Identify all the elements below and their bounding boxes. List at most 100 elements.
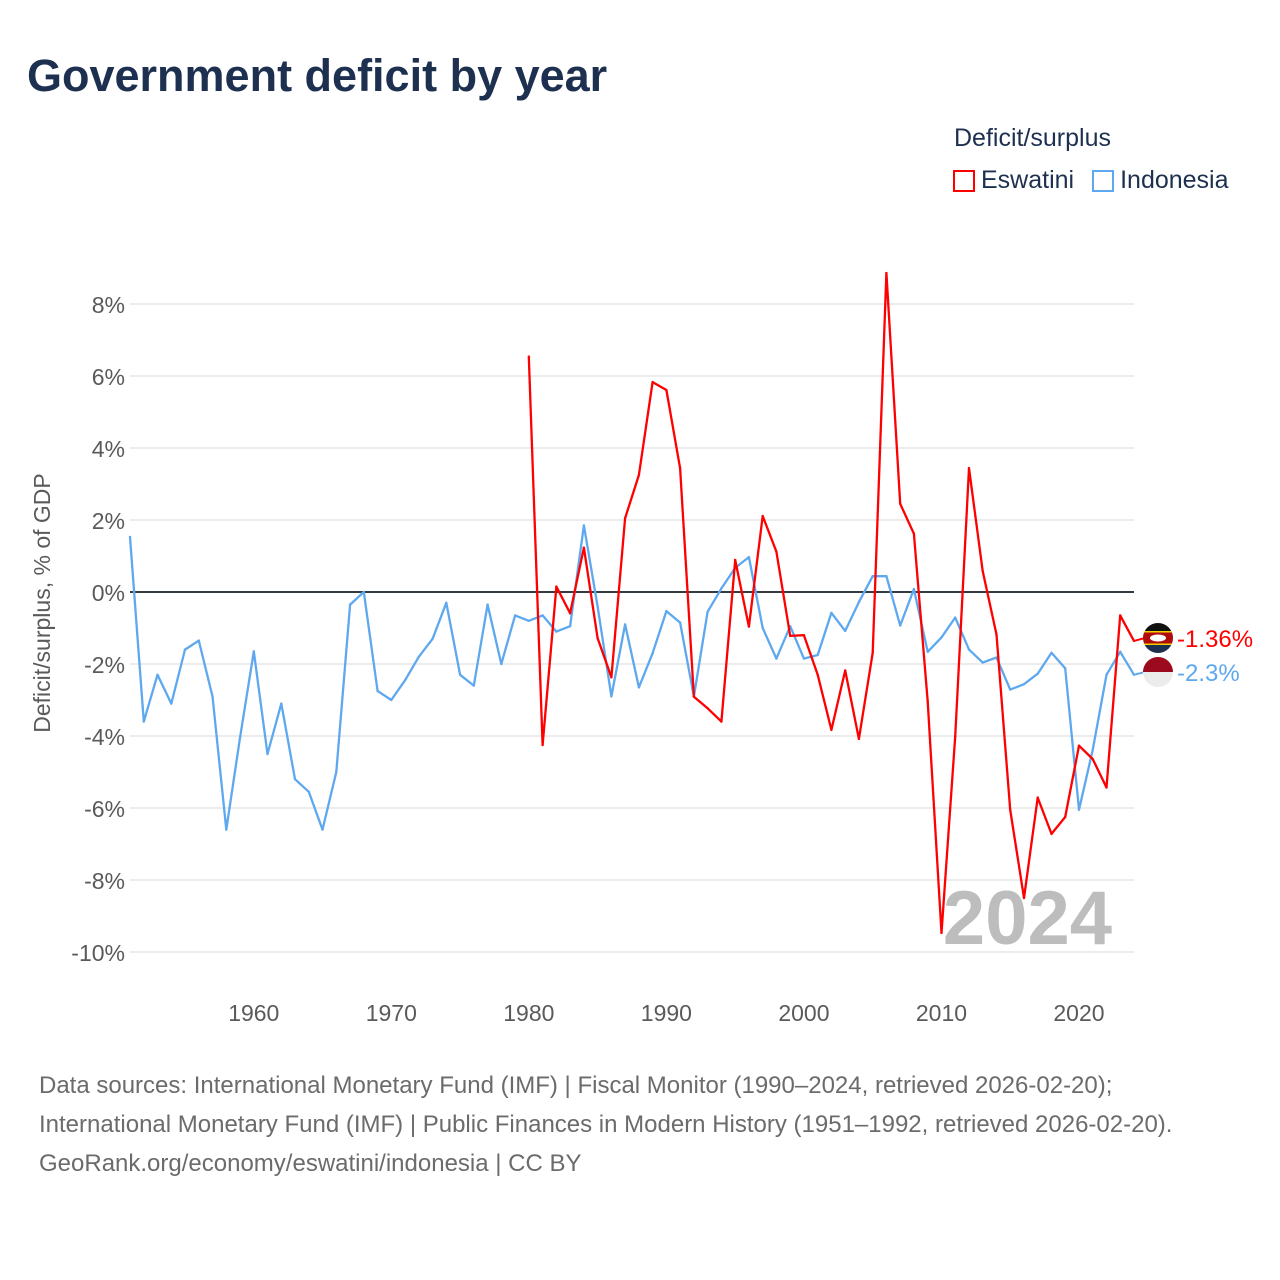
data-point-indonesia xyxy=(830,611,833,615)
data-point-eswatini xyxy=(706,707,709,710)
credit-link[interactable]: GeoRank.org/economy/eswatini/indonesia |… xyxy=(39,1150,582,1177)
x-tick-label: 2000 xyxy=(778,1000,829,1026)
data-sources: Data sources: International Monetary Fun… xyxy=(39,1072,1173,1138)
data-point-indonesia xyxy=(417,655,421,658)
data-point-eswatini xyxy=(898,502,902,505)
data-point-indonesia xyxy=(898,624,902,627)
end-value-label-indonesia: -2.3% xyxy=(1177,660,1240,687)
data-point-eswatini xyxy=(1119,614,1122,617)
indonesia-flag-icon xyxy=(1143,657,1173,687)
data-point-indonesia xyxy=(403,679,407,682)
data-point-indonesia xyxy=(293,778,297,781)
data-point-indonesia xyxy=(843,629,847,633)
data-point-indonesia xyxy=(170,702,173,705)
data-point-eswatini xyxy=(788,634,792,638)
data-point-eswatini xyxy=(775,550,778,553)
year-watermark: 2024 xyxy=(943,876,1112,961)
data-point-indonesia xyxy=(541,614,544,617)
y-tick-label: 6% xyxy=(92,364,125,390)
data-point-eswatini xyxy=(885,271,888,275)
y-tick-label: -2% xyxy=(84,652,125,678)
legend-title: Deficit/surplus xyxy=(954,124,1111,152)
data-point-eswatini xyxy=(665,388,668,392)
data-point-eswatini xyxy=(995,633,998,636)
eswatini-flag-icon xyxy=(1143,623,1173,653)
data-point-indonesia xyxy=(981,661,984,664)
data-point-indonesia xyxy=(266,752,269,756)
data-point-indonesia xyxy=(348,603,352,606)
footer: Data sources: International Monetary Fun… xyxy=(39,1066,1239,1183)
data-point-indonesia xyxy=(623,623,627,626)
data-point-indonesia xyxy=(156,673,159,676)
data-point-indonesia xyxy=(1064,667,1067,670)
data-point-eswatini xyxy=(926,700,929,703)
data-point-eswatini xyxy=(555,585,558,588)
data-point-eswatini xyxy=(720,720,723,723)
data-point-indonesia xyxy=(1050,651,1053,655)
data-point-indonesia xyxy=(1077,808,1081,811)
data-point-eswatini xyxy=(830,728,833,732)
data-point-eswatini xyxy=(678,466,682,470)
series-line-indonesia xyxy=(128,524,1135,831)
data-point-indonesia xyxy=(238,736,242,739)
data-point-indonesia xyxy=(252,650,255,653)
y-tick-label: -4% xyxy=(84,724,125,750)
data-point-eswatini xyxy=(940,931,943,935)
series-line-eswatini xyxy=(527,271,1136,935)
data-point-indonesia xyxy=(225,828,228,831)
data-point-eswatini xyxy=(692,695,696,698)
y-axis-label: Deficit/surplus, % of GDP xyxy=(29,473,55,732)
data-point-indonesia xyxy=(912,587,916,591)
data-point-indonesia xyxy=(500,662,503,666)
data-point-indonesia xyxy=(1119,650,1122,653)
x-tick-label: 1990 xyxy=(641,1000,692,1026)
data-point-indonesia xyxy=(458,673,462,676)
legend-item-eswatini[interactable]: Eswatini xyxy=(953,166,1074,195)
x-tick-label: 1980 xyxy=(503,1000,554,1026)
legend-item-indonesia[interactable]: Indonesia xyxy=(1092,166,1229,195)
data-point-indonesia xyxy=(486,603,489,606)
data-point-eswatini xyxy=(981,569,984,573)
data-point-indonesia xyxy=(995,656,998,659)
data-point-indonesia xyxy=(321,828,324,831)
data-point-eswatini xyxy=(1036,796,1039,799)
data-point-eswatini xyxy=(843,669,847,672)
data-point-eswatini xyxy=(1050,832,1053,836)
data-point-indonesia xyxy=(926,650,929,653)
data-point-indonesia xyxy=(1022,682,1026,686)
data-point-indonesia xyxy=(307,790,310,793)
y-tick-label: -8% xyxy=(84,868,125,894)
data-point-eswatini xyxy=(1022,896,1026,900)
data-point-eswatini xyxy=(912,532,916,535)
y-tick-label: 2% xyxy=(92,508,125,534)
legend-label-eswatini: Eswatini xyxy=(981,166,1075,194)
data-point-eswatini xyxy=(1064,815,1067,819)
data-point-eswatini xyxy=(596,636,599,640)
data-point-indonesia xyxy=(1036,672,1039,675)
data-point-eswatini xyxy=(527,355,531,358)
legend: Eswatini Indonesia xyxy=(953,166,1229,195)
data-point-indonesia xyxy=(555,630,558,633)
data-point-indonesia xyxy=(940,636,943,639)
data-point-indonesia xyxy=(390,698,393,702)
data-point-indonesia xyxy=(802,657,806,660)
y-tick-label: 8% xyxy=(92,292,125,318)
data-point-indonesia xyxy=(610,695,613,698)
data-point-eswatini xyxy=(582,546,586,549)
data-point-eswatini xyxy=(637,473,641,477)
data-point-indonesia xyxy=(651,652,654,655)
data-point-indonesia xyxy=(582,524,586,527)
x-tick-label: 2010 xyxy=(916,1000,967,1026)
data-point-indonesia xyxy=(775,657,778,660)
data-point-indonesia xyxy=(954,616,957,619)
data-point-eswatini xyxy=(651,380,654,384)
data-point-indonesia xyxy=(142,720,145,723)
data-point-eswatini xyxy=(1009,808,1012,811)
chart-title: Government deficit by year xyxy=(27,50,608,101)
data-point-indonesia xyxy=(706,610,709,613)
data-point-indonesia xyxy=(513,614,517,617)
data-point-indonesia xyxy=(1009,688,1012,691)
data-point-eswatini xyxy=(1105,786,1108,789)
data-point-eswatini xyxy=(761,514,764,518)
y-tick-label: -10% xyxy=(71,940,125,966)
